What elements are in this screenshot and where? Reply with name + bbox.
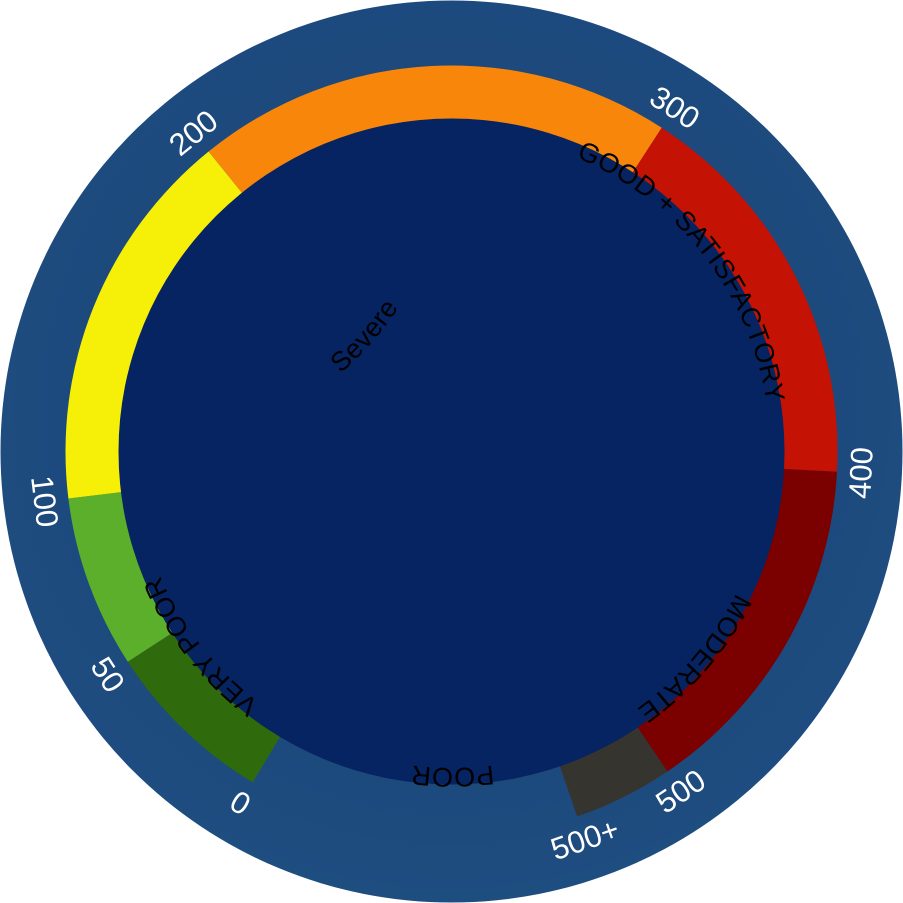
tick-label-400: 400: [842, 446, 880, 499]
band-good: [127, 632, 281, 783]
band-satisfactory: [68, 491, 174, 662]
band-severe: [637, 468, 837, 772]
band-label-poor: POOR: [410, 759, 496, 792]
inner-disc: [118, 118, 785, 785]
band-moderate: [65, 151, 243, 499]
tick-label-100: 100: [24, 474, 65, 530]
band-poor: [208, 65, 662, 194]
band-beyond: [559, 726, 668, 817]
